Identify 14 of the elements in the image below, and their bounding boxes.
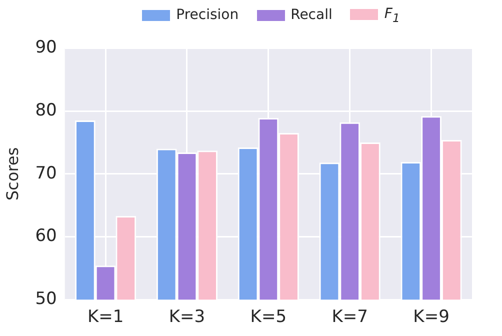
x-tick-label: K=1 — [87, 307, 124, 328]
x-tick-label: K=7 — [332, 307, 368, 328]
y-tick-label: 70 — [35, 163, 57, 184]
y-tick-label: 80 — [35, 100, 57, 120]
legend-label: Precision — [176, 7, 239, 23]
y-tick-label: 60 — [35, 226, 57, 246]
y-tick-label: 50 — [35, 289, 57, 310]
x-tick-label: K=5 — [250, 307, 287, 328]
legend-label: Recall — [290, 7, 332, 23]
y-axis-title: Scores — [2, 147, 22, 200]
y-tick-label: 90 — [35, 38, 57, 58]
legend-label: F$_{1}$ — [384, 6, 400, 24]
x-tick-label: K=3 — [168, 307, 206, 328]
x-tick-label: K=9 — [413, 307, 450, 328]
